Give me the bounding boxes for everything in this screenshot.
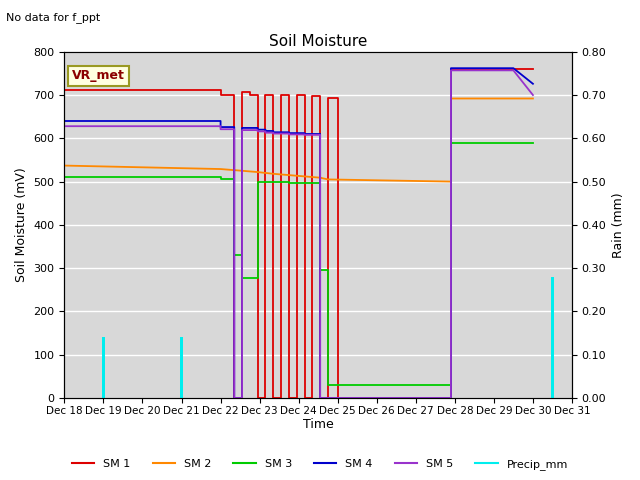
Text: No data for f_ppt: No data for f_ppt: [6, 12, 100, 23]
Legend: SM 1, SM 2, SM 3, SM 4, SM 5, Precip_mm: SM 1, SM 2, SM 3, SM 4, SM 5, Precip_mm: [68, 455, 572, 474]
Bar: [551, 277, 554, 398]
Text: VR_met: VR_met: [72, 70, 125, 83]
X-axis label: Time: Time: [303, 419, 333, 432]
Bar: [102, 337, 105, 398]
Y-axis label: Rain (mm): Rain (mm): [612, 192, 625, 258]
Bar: [180, 337, 183, 398]
Title: Soil Moisture: Soil Moisture: [269, 34, 367, 49]
Y-axis label: Soil Moisture (mV): Soil Moisture (mV): [15, 168, 28, 282]
